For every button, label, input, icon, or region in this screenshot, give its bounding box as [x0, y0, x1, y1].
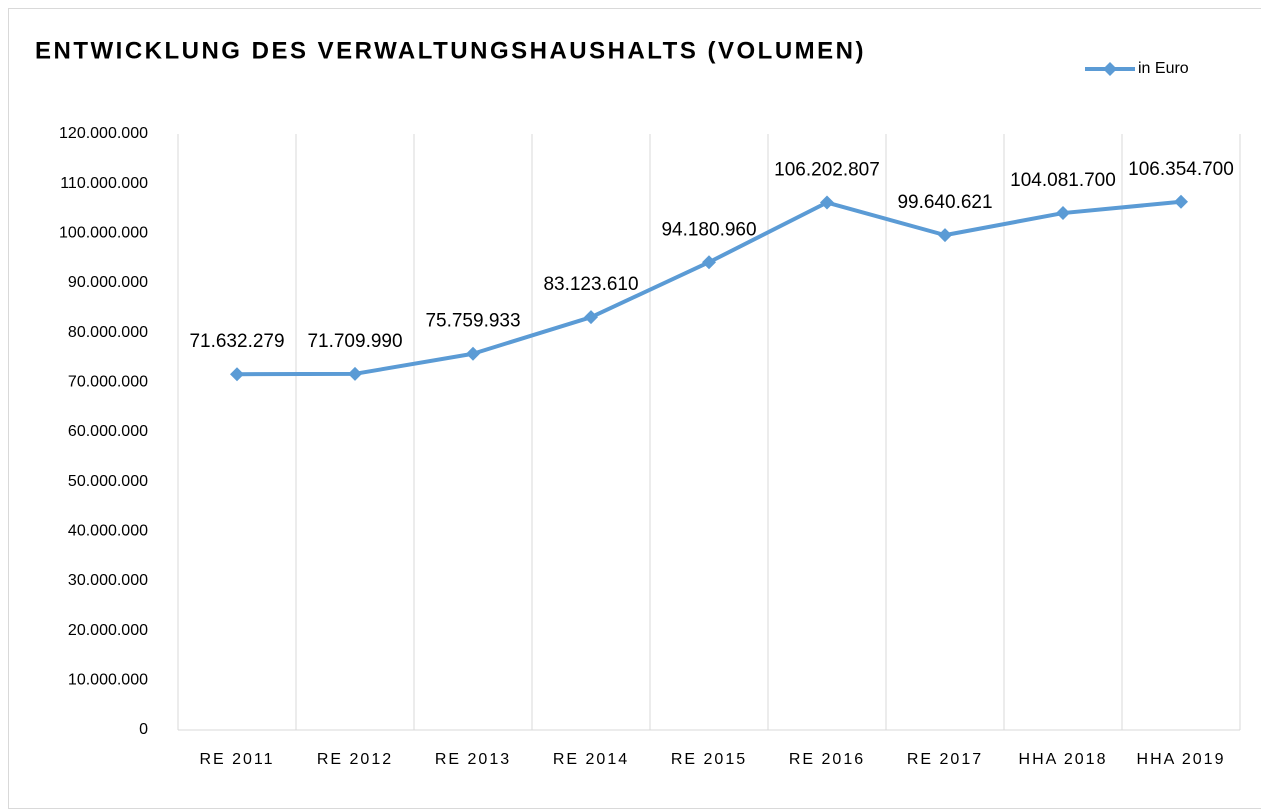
y-tick-label: 90.000.000	[68, 274, 148, 291]
legend-marker	[1103, 62, 1117, 76]
x-tick-label: HHA 2018	[1019, 751, 1108, 768]
marker	[230, 367, 244, 382]
marker	[584, 310, 598, 325]
y-tick-label: 10.000.000	[68, 672, 148, 689]
data-label: 71.632.279	[189, 331, 284, 352]
data-label: 71.709.990	[307, 331, 402, 352]
chart-frame	[8, 8, 1261, 809]
y-tick-label: 50.000.000	[68, 473, 148, 490]
data-label: 94.180.960	[661, 219, 756, 240]
marker	[820, 195, 834, 210]
x-tick-label: RE 2015	[671, 751, 747, 768]
x-tick-label: RE 2016	[789, 751, 865, 768]
y-tick-label: 100.000.000	[59, 225, 148, 242]
y-tick-label: 20.000.000	[68, 622, 148, 639]
chart-title: ENTWICKLUNG DES VERWALTUNGSHAUSHALTS (VO…	[35, 37, 866, 64]
data-label: 75.759.933	[425, 311, 520, 332]
marker	[348, 366, 362, 381]
y-tick-label: 70.000.000	[68, 374, 148, 391]
y-tick-label: 120.000.000	[59, 125, 148, 142]
y-tick-label: 110.000.000	[60, 175, 148, 192]
x-tick-label: RE 2017	[907, 751, 983, 768]
x-tick-label: RE 2011	[199, 751, 274, 768]
marker	[702, 255, 716, 270]
marker	[1174, 194, 1188, 209]
x-tick-label: HHA 2019	[1137, 751, 1226, 768]
x-tick-label: RE 2012	[317, 751, 393, 768]
data-label: 106.354.700	[1128, 159, 1234, 180]
x-tick-label: RE 2013	[435, 751, 511, 768]
marker	[466, 346, 480, 361]
data-label: 83.123.610	[543, 274, 638, 295]
data-label: 104.081.700	[1010, 170, 1116, 191]
y-tick-label: 40.000.000	[68, 523, 148, 540]
marker	[1056, 206, 1070, 221]
data-label: 106.202.807	[774, 160, 880, 181]
y-tick-label: 30.000.000	[68, 572, 148, 589]
data-label: 99.640.621	[897, 192, 992, 213]
legend-label: in Euro	[1138, 60, 1189, 77]
marker	[938, 228, 952, 243]
y-tick-label: 60.000.000	[68, 423, 148, 440]
y-tick-label: 80.000.000	[68, 324, 148, 341]
x-tick-label: RE 2014	[553, 751, 629, 768]
y-tick-label: 0	[139, 721, 148, 738]
